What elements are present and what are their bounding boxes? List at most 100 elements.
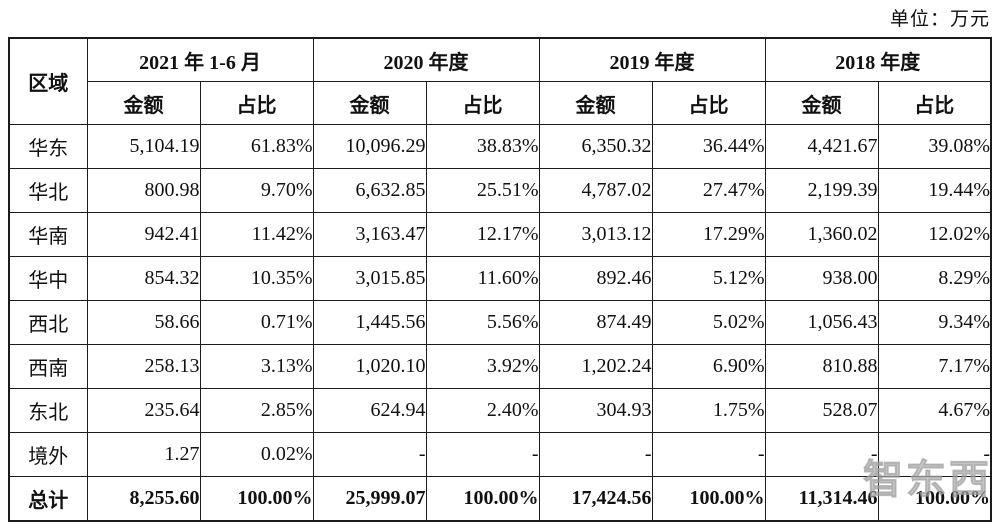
amount-cell: 1,202.24 (538, 344, 653, 389)
amount-cell: 1,020.10 (312, 344, 427, 389)
region-cell: 华东 (8, 124, 88, 169)
share-cell: 6.90% (651, 344, 766, 389)
region-header: 区域 (8, 37, 88, 125)
share-cell: 1.75% (651, 388, 766, 433)
share-cell: - (877, 432, 992, 477)
amount-cell: 942.41 (86, 212, 201, 257)
period-header-2021: 2021 年 1-6 月 (86, 37, 314, 82)
amount-cell: 528.07 (764, 388, 879, 433)
amount-cell: 5,104.19 (86, 124, 201, 169)
amount-cell: 258.13 (86, 344, 201, 389)
share-cell: - (425, 432, 540, 477)
share-cell: 11.60% (425, 256, 540, 301)
share-cell: 11.42% (199, 212, 314, 257)
amount-cell: - (312, 432, 427, 477)
amount-cell: 874.49 (538, 300, 653, 345)
amount-cell: 4,787.02 (538, 168, 653, 213)
table-row: 华中 854.32 10.35% 3,015.85 11.60% 892.46 … (8, 256, 992, 301)
share-header: 占比 (651, 81, 766, 125)
share-header: 占比 (425, 81, 540, 125)
amount-cell: 624.94 (312, 388, 427, 433)
share-cell: 100.00% (425, 476, 540, 522)
region-cell: 境外 (8, 432, 88, 477)
amount-cell: 3,163.47 (312, 212, 427, 257)
amount-cell: 3,015.85 (312, 256, 427, 301)
share-cell: 12.02% (877, 212, 992, 257)
region-cell: 西北 (8, 300, 88, 345)
region-cell: 西南 (8, 344, 88, 389)
share-cell: 25.51% (425, 168, 540, 213)
share-cell: - (651, 432, 766, 477)
amount-cell: 810.88 (764, 344, 879, 389)
region-cell: 东北 (8, 388, 88, 433)
amount-header: 金额 (764, 81, 879, 125)
amount-cell: 892.46 (538, 256, 653, 301)
amount-cell: - (764, 432, 879, 477)
table-row: 东北 235.64 2.85% 624.94 2.40% 304.93 1.75… (8, 388, 992, 433)
amount-header: 金额 (312, 81, 427, 125)
share-header: 占比 (199, 81, 314, 125)
share-cell: 100.00% (877, 476, 992, 522)
amount-cell: 10,096.29 (312, 124, 427, 169)
amount-cell: 1.27 (86, 432, 201, 477)
amount-cell: 6,350.32 (538, 124, 653, 169)
period-header-2019: 2019 年度 (538, 37, 766, 82)
amount-cell: 58.66 (86, 300, 201, 345)
region-cell: 华北 (8, 168, 88, 213)
amount-cell: 800.98 (86, 168, 201, 213)
share-cell: 4.67% (877, 388, 992, 433)
amount-cell: 304.93 (538, 388, 653, 433)
amount-header: 金额 (86, 81, 201, 125)
share-cell: 12.17% (425, 212, 540, 257)
share-cell: 36.44% (651, 124, 766, 169)
share-cell: 5.12% (651, 256, 766, 301)
period-header-2020: 2020 年度 (312, 37, 540, 82)
amount-cell: 938.00 (764, 256, 879, 301)
amount-cell: 854.32 (86, 256, 201, 301)
share-cell: 38.83% (425, 124, 540, 169)
period-header-row: 区域 2021 年 1-6 月 2020 年度 2019 年度 2018 年度 (8, 37, 992, 125)
share-cell: 3.92% (425, 344, 540, 389)
sub-header-row: 金额 占比 金额 占比 金额 占比 金额 占比 (9, 81, 992, 125)
amount-cell: 1,360.02 (764, 212, 879, 257)
share-cell: 9.34% (877, 300, 992, 345)
share-cell: 2.85% (199, 388, 314, 433)
share-cell: 100.00% (651, 476, 766, 522)
share-cell: 9.70% (199, 168, 314, 213)
amount-cell: - (538, 432, 653, 477)
amount-header: 金额 (538, 81, 653, 125)
share-header: 占比 (877, 81, 992, 125)
share-cell: 39.08% (877, 124, 992, 169)
share-cell: 17.29% (651, 212, 766, 257)
share-cell: 2.40% (425, 388, 540, 433)
share-cell: 27.47% (651, 168, 766, 213)
share-cell: 10.35% (199, 256, 314, 301)
region-cell: 华南 (8, 212, 88, 257)
table-row: 西南 258.13 3.13% 1,020.10 3.92% 1,202.24 … (8, 344, 992, 389)
table-row: 华北 800.98 9.70% 6,632.85 25.51% 4,787.02… (8, 168, 992, 213)
unit-label: 单位：万元 (889, 9, 990, 30)
share-cell: 0.02% (199, 432, 314, 477)
share-cell: 5.56% (425, 300, 540, 345)
table-row: 境外 1.27 0.02% - - - - - - (8, 432, 992, 477)
amount-cell: 6,632.85 (312, 168, 427, 213)
amount-cell: 4,421.67 (764, 124, 879, 169)
share-cell: 61.83% (199, 124, 314, 169)
period-header-2018: 2018 年度 (764, 37, 992, 82)
share-cell: 100.00% (199, 476, 314, 522)
share-cell: 8.29% (877, 256, 992, 301)
share-cell: 0.71% (199, 300, 314, 345)
regional-revenue-table: 区域 2021 年 1-6 月 2020 年度 2019 年度 2018 年度 … (8, 37, 993, 522)
total-row: 总计 8,255.60 100.00% 25,999.07 100.00% 17… (8, 476, 992, 522)
amount-cell: 11,314.46 (764, 476, 879, 522)
table-row: 华南 942.41 11.42% 3,163.47 12.17% 3,013.1… (8, 212, 992, 257)
amount-cell: 25,999.07 (312, 476, 427, 522)
amount-cell: 3,013.12 (538, 212, 653, 257)
region-cell: 华中 (8, 256, 88, 301)
amount-cell: 1,445.56 (312, 300, 427, 345)
amount-cell: 8,255.60 (86, 476, 201, 522)
amount-cell: 17,424.56 (538, 476, 653, 522)
amount-cell: 235.64 (86, 388, 201, 433)
amount-cell: 1,056.43 (764, 300, 879, 345)
